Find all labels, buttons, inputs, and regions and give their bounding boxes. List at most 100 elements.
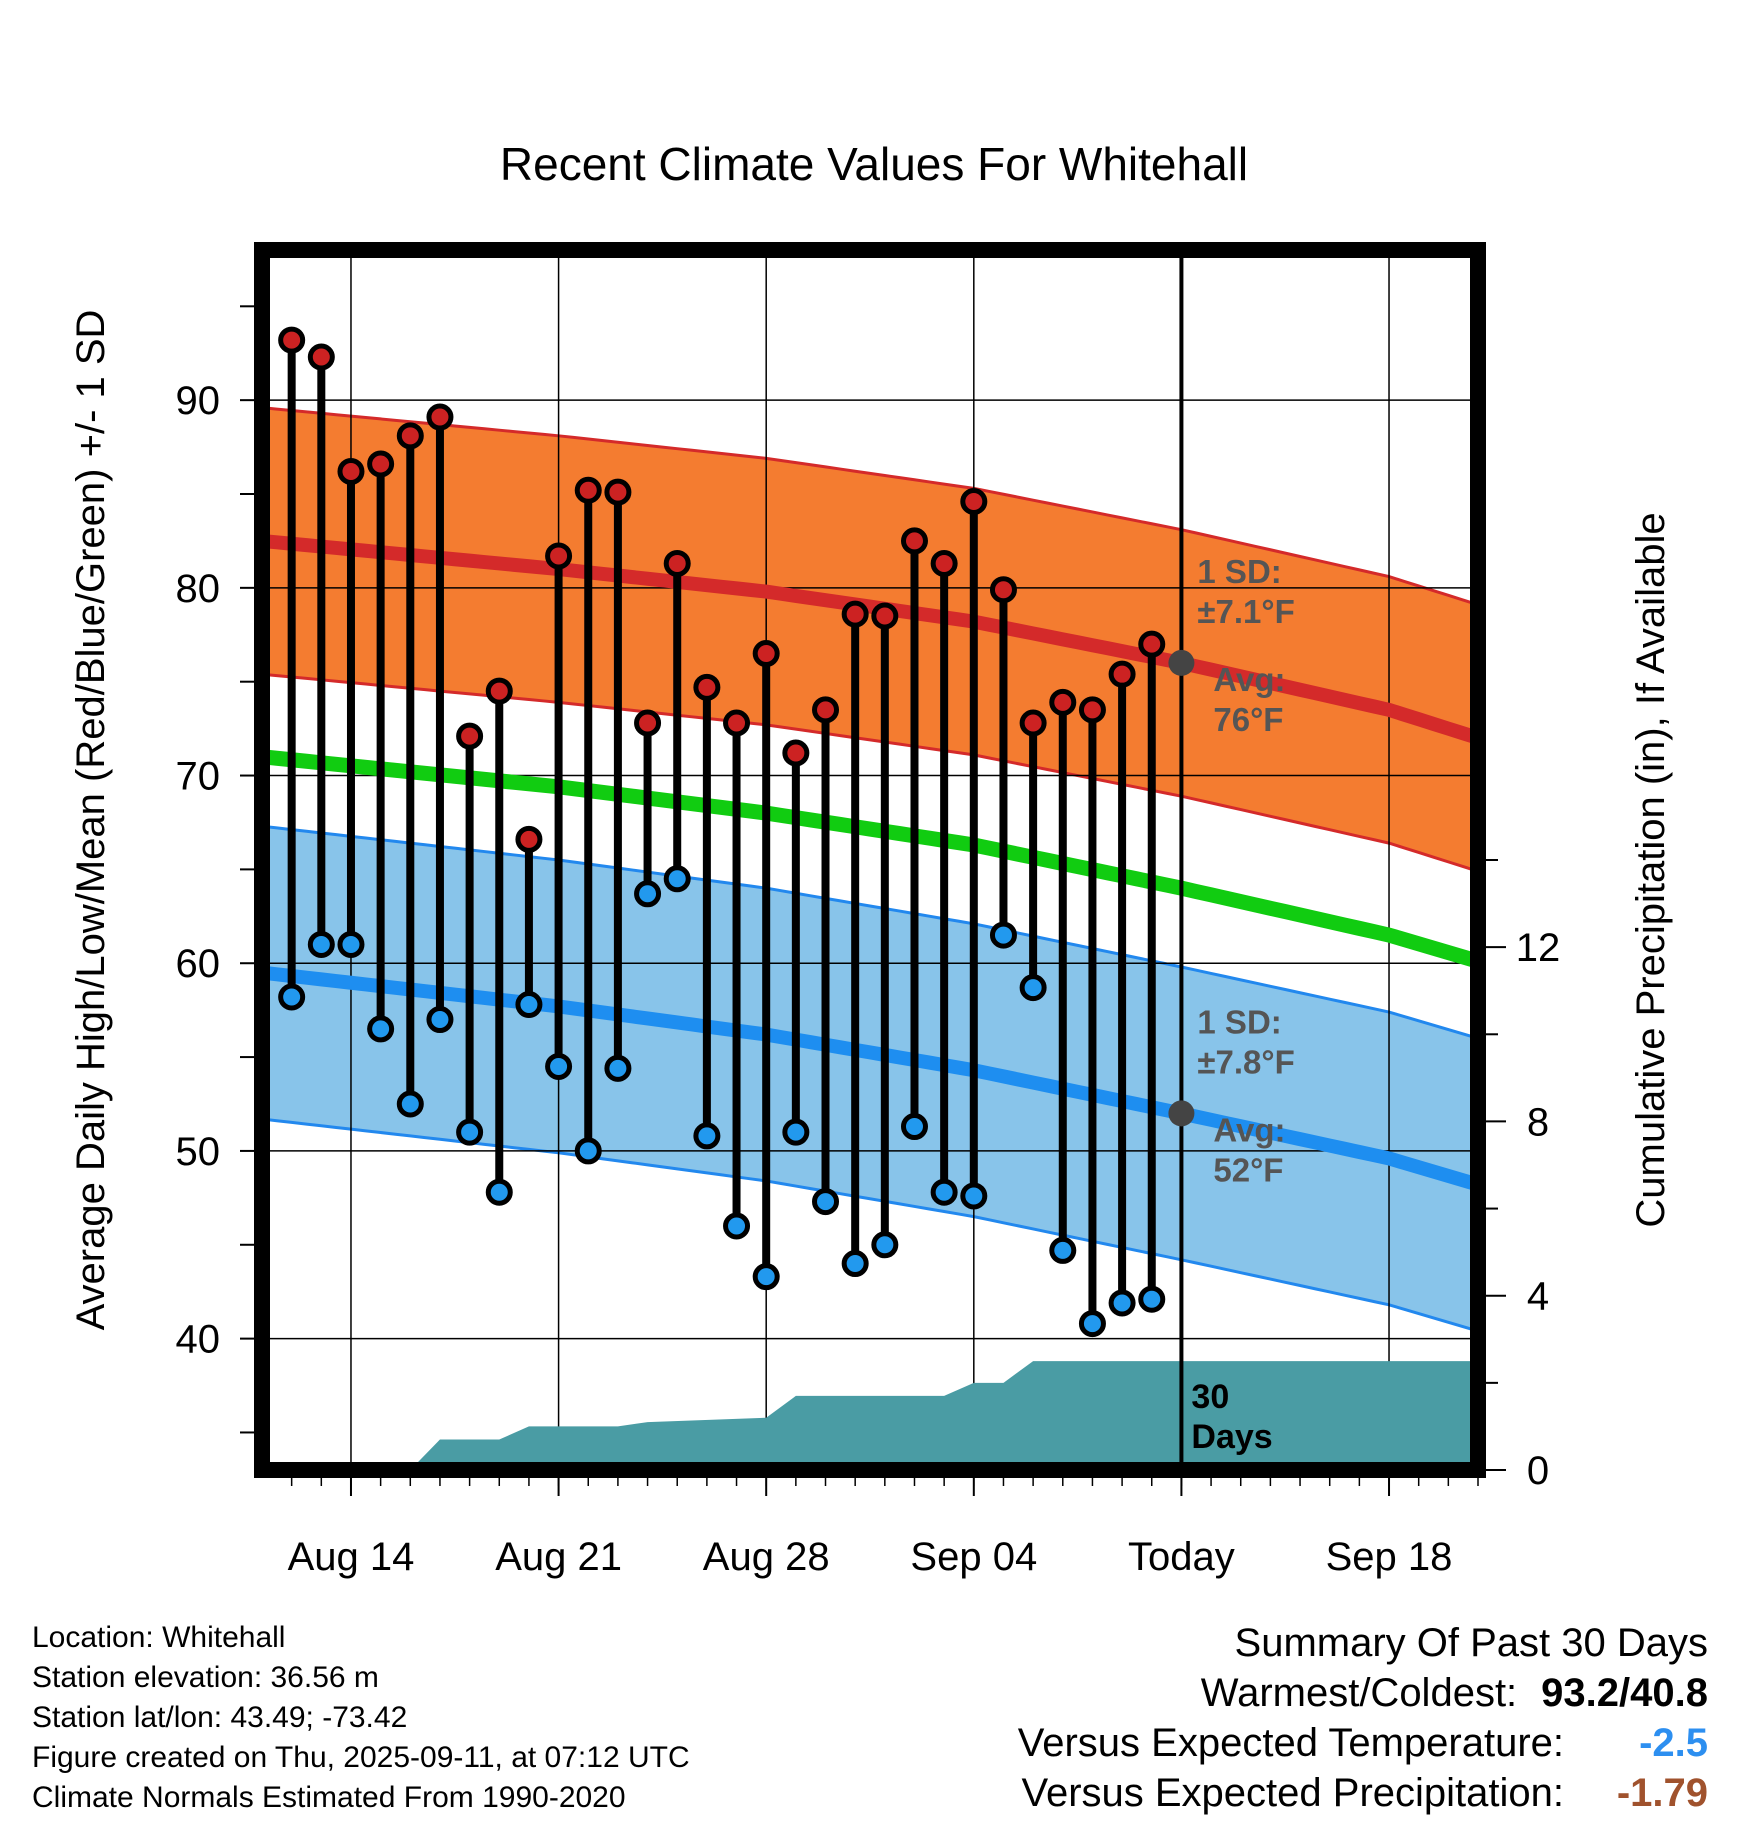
high-sd-band-upper — [262, 406, 1478, 607]
low-sd-band — [262, 826, 1478, 1332]
low-point — [396, 1090, 424, 1118]
high-avg-marker — [1168, 649, 1195, 676]
high-point — [367, 450, 395, 478]
low-sd-label: 1 SD: — [1197, 1003, 1281, 1040]
high-point — [337, 457, 365, 485]
y-tick-label: 50 — [176, 1130, 221, 1174]
high-point — [782, 739, 810, 767]
low-point — [723, 1212, 751, 1240]
low-point — [337, 930, 365, 958]
high-point — [1138, 630, 1166, 658]
high-point — [841, 600, 869, 628]
y2-axis-title: Cumulative Precipitation (in), If Availa… — [1629, 512, 1673, 1227]
low-point — [1108, 1289, 1136, 1317]
precip-anomaly-value: -1.79 — [1616, 1771, 1708, 1815]
high-point — [960, 488, 988, 516]
high-avg-value: 76°F — [1213, 701, 1283, 738]
high-point — [634, 709, 662, 737]
low-point — [752, 1263, 780, 1291]
y-axis-title: Average Daily High/Low/Mean (Red/Blue/Gr… — [69, 310, 113, 1331]
summary-panel: Summary Of Past 30 Days Warmest/Coldest:… — [1018, 1618, 1708, 1818]
x-tick-label: Sep 18 — [1326, 1535, 1453, 1579]
high-point — [307, 343, 335, 371]
high-point — [663, 549, 691, 577]
high-point — [900, 527, 928, 555]
low-avg-label: Avg: — [1213, 1111, 1285, 1148]
low-sd-band-upper — [262, 824, 1478, 1040]
high-point — [604, 478, 632, 506]
station-info: Location: Whitehall Station elevation: 3… — [32, 1618, 690, 1818]
high-point — [515, 825, 543, 853]
low-point — [1049, 1236, 1077, 1264]
low-point — [307, 930, 335, 958]
summary-temp-row: Versus Expected Temperature: -2.5 — [1018, 1718, 1708, 1768]
high-sd-band-lower — [262, 672, 1478, 873]
high-sd-label: 1 SD: — [1197, 553, 1281, 590]
temp-anomaly-value: -2.5 — [1639, 1721, 1708, 1765]
low-point — [634, 880, 662, 908]
latlon-text: Station lat/lon: 43.49; -73.42 — [32, 1701, 408, 1734]
elevation-text: Station elevation: 36.56 m — [32, 1661, 379, 1694]
y-tick-label: 80 — [176, 567, 221, 611]
y2-tick-label: 4 — [1527, 1275, 1549, 1319]
high-point — [456, 722, 484, 750]
x-tick-label: Aug 28 — [703, 1535, 830, 1579]
high-sd-value: ±7.1°F — [1197, 593, 1294, 630]
high-point — [752, 640, 780, 668]
low-point — [485, 1178, 513, 1206]
plot-area — [262, 250, 1478, 1470]
high-point — [574, 476, 602, 504]
y-tick-label: 90 — [176, 379, 221, 423]
low-point — [663, 865, 691, 893]
y-tick-label: 60 — [176, 942, 221, 986]
high-point — [812, 696, 840, 724]
high-point — [278, 326, 306, 354]
high-point — [693, 673, 721, 701]
low-point — [278, 983, 306, 1011]
chart-title: Recent Climate Values For Whitehall — [500, 138, 1248, 190]
warmest-value: 93.2/40.8 — [1541, 1671, 1708, 1715]
high-point — [545, 542, 573, 570]
low-point — [989, 921, 1017, 949]
x-tick-label: Sep 04 — [910, 1535, 1037, 1579]
normal-high-line — [262, 533, 1478, 745]
warmest-label: Warmest/Coldest: — [1200, 1671, 1518, 1715]
high-point — [426, 403, 454, 431]
low-point — [782, 1118, 810, 1146]
high-point — [1049, 688, 1077, 716]
high-point — [930, 549, 958, 577]
created-text: Figure created on Thu, 2025-09-11, at 07… — [32, 1741, 690, 1774]
low-point — [930, 1178, 958, 1206]
high-point — [1078, 696, 1106, 724]
high-point — [1019, 709, 1047, 737]
precip-days-label: Days — [1191, 1418, 1272, 1456]
low-point — [1138, 1285, 1166, 1313]
low-avg-marker — [1168, 1100, 1195, 1127]
y-tick-label: 70 — [176, 755, 221, 799]
low-point — [456, 1118, 484, 1146]
low-point — [960, 1182, 988, 1210]
high-sd-band — [262, 407, 1478, 872]
low-point — [426, 1006, 454, 1034]
high-point — [1108, 660, 1136, 688]
summary-title: Summary Of Past 30 Days — [1234, 1621, 1708, 1665]
x-tick-label: Aug 21 — [495, 1535, 622, 1579]
temp-anomaly-label: Versus Expected Temperature: — [1017, 1721, 1564, 1765]
low-point — [693, 1122, 721, 1150]
location-text: Location: Whitehall — [32, 1621, 286, 1654]
low-point — [871, 1231, 899, 1259]
x-tick-label: Today — [1128, 1535, 1235, 1579]
plot-frame — [254, 242, 1486, 1478]
normal-low-line — [262, 965, 1478, 1192]
low-point — [367, 1015, 395, 1043]
low-point — [841, 1250, 869, 1278]
low-point — [1078, 1310, 1106, 1338]
y2-tick-label: 0 — [1527, 1449, 1549, 1493]
x-tick-label: Aug 14 — [288, 1535, 415, 1579]
summary-precip-row: Versus Expected Precipitation: -1.79 — [1018, 1768, 1708, 1818]
low-sd-value: ±7.8°F — [1197, 1043, 1294, 1080]
low-point — [812, 1188, 840, 1216]
high-point — [723, 709, 751, 737]
low-point — [900, 1113, 928, 1141]
